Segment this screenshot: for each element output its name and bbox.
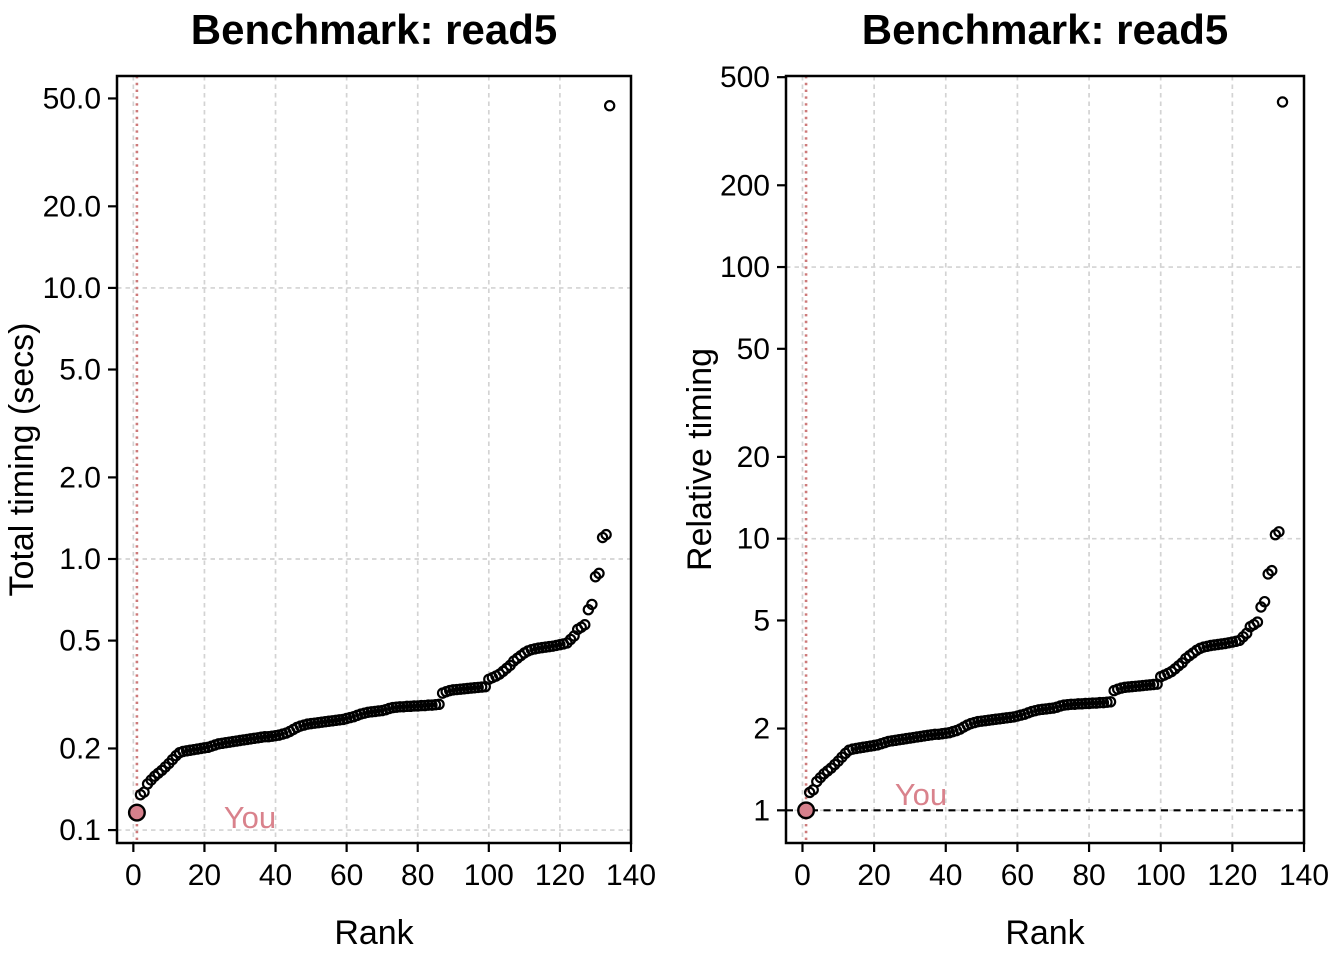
plot-box: [115, 74, 633, 845]
data-point: [259, 731, 271, 743]
y-tick-label: 100: [720, 251, 770, 284]
y-tick-label: 0.2: [59, 732, 101, 765]
y-tick-label: 200: [720, 169, 770, 202]
panel-relative-ylabel: Relative timing: [681, 348, 719, 571]
y-tick-label: 50: [737, 333, 770, 366]
x-tick-label: 60: [330, 859, 363, 892]
data-point: [1258, 595, 1271, 608]
x-tick-label: 100: [1136, 859, 1186, 892]
data-point: [1251, 616, 1264, 628]
panel-total-you-annotation: You: [224, 800, 276, 835]
x-tick-label: 140: [1279, 859, 1329, 892]
y-tick-label: 50.0: [43, 82, 101, 115]
data-point: [433, 698, 445, 711]
you-data-point: [797, 801, 816, 820]
panel-total-title: Benchmark: read5: [191, 6, 558, 53]
y-tick-label: 2: [753, 713, 770, 746]
panel-relative-you-annotation: You: [895, 777, 947, 812]
y-tick-label: 2.0: [59, 461, 101, 494]
data-point: [600, 528, 612, 541]
y-tick-label: 0.1: [59, 814, 101, 847]
data-point: [1273, 526, 1285, 538]
data-point: [1065, 698, 1077, 710]
plot-box: [784, 74, 1306, 845]
data-point: [579, 619, 591, 631]
y-tick-label: 10.0: [43, 272, 101, 305]
x-tick-label: 120: [1207, 859, 1257, 892]
panel-relative-dynamic-layer: 0 20 40 60 80 100 120 140 500 200 100 50 20 10 5 2 1: [720, 61, 1329, 892]
x-tick-label: 80: [401, 859, 434, 892]
data-point: [603, 100, 616, 112]
x-tick-label: 120: [535, 859, 585, 892]
y-tick-label: 10: [737, 523, 770, 556]
y-tick-label: 5: [753, 604, 770, 637]
data-point: [401, 700, 413, 713]
panel-total-ylabel: Total timing (secs): [3, 323, 41, 597]
x-tick-label: 80: [1072, 859, 1105, 892]
data-point: [415, 699, 427, 712]
panel-relative-xlabel: Rank: [1005, 914, 1085, 952]
x-tick-label: 20: [188, 859, 221, 892]
x-tick-label: 60: [1001, 859, 1034, 892]
x-tick-label: 40: [259, 859, 292, 892]
y-tick-label: 20: [737, 441, 770, 474]
data-point: [586, 598, 598, 611]
x-tick-label: 100: [464, 859, 514, 892]
y-tick-label: 0.5: [59, 625, 101, 658]
data-point: [1072, 698, 1085, 710]
y-tick-label: 20.0: [43, 190, 101, 223]
data-point: [593, 567, 605, 580]
y-tick-label: 1: [753, 794, 770, 827]
x-tick-label: 0: [794, 859, 811, 892]
x-tick-label: 40: [929, 859, 962, 892]
panel-relative-timing: 0 20 40 60 80 100 120 140 500 200 100 50 20 10 5 2 1 Ben…: [681, 6, 1329, 952]
data-point: [394, 701, 406, 713]
y-tick-label: 1.0: [59, 543, 101, 576]
data-point: [1266, 564, 1278, 577]
data-point: [1104, 696, 1117, 708]
panel-total-xlabel: Rank: [334, 914, 414, 952]
data-point: [1079, 697, 1092, 710]
data-point: [929, 728, 941, 740]
panel-relative-title: Benchmark: read5: [862, 6, 1229, 53]
data-point: [422, 699, 435, 711]
data-point: [1094, 696, 1106, 709]
data-point: [1276, 96, 1289, 108]
data-point: [408, 700, 420, 712]
panel-total-timing: 0 20 40 60 80 100 120 140 50.0 20.0 10.0 5.0 2.0 1.0 0…: [3, 6, 656, 952]
x-tick-label: 0: [125, 859, 142, 892]
x-tick-label: 20: [857, 859, 890, 892]
panel-total-dynamic-layer: 0 20 40 60 80 100 120 140 50.0 20.0 10.0 5.0 2.0 1.0 0…: [43, 74, 656, 892]
you-data-point: [127, 803, 146, 822]
x-tick-label: 140: [606, 859, 656, 892]
y-tick-label: 500: [720, 61, 770, 94]
y-tick-label: 5.0: [59, 354, 101, 387]
data-point: [1086, 697, 1099, 709]
